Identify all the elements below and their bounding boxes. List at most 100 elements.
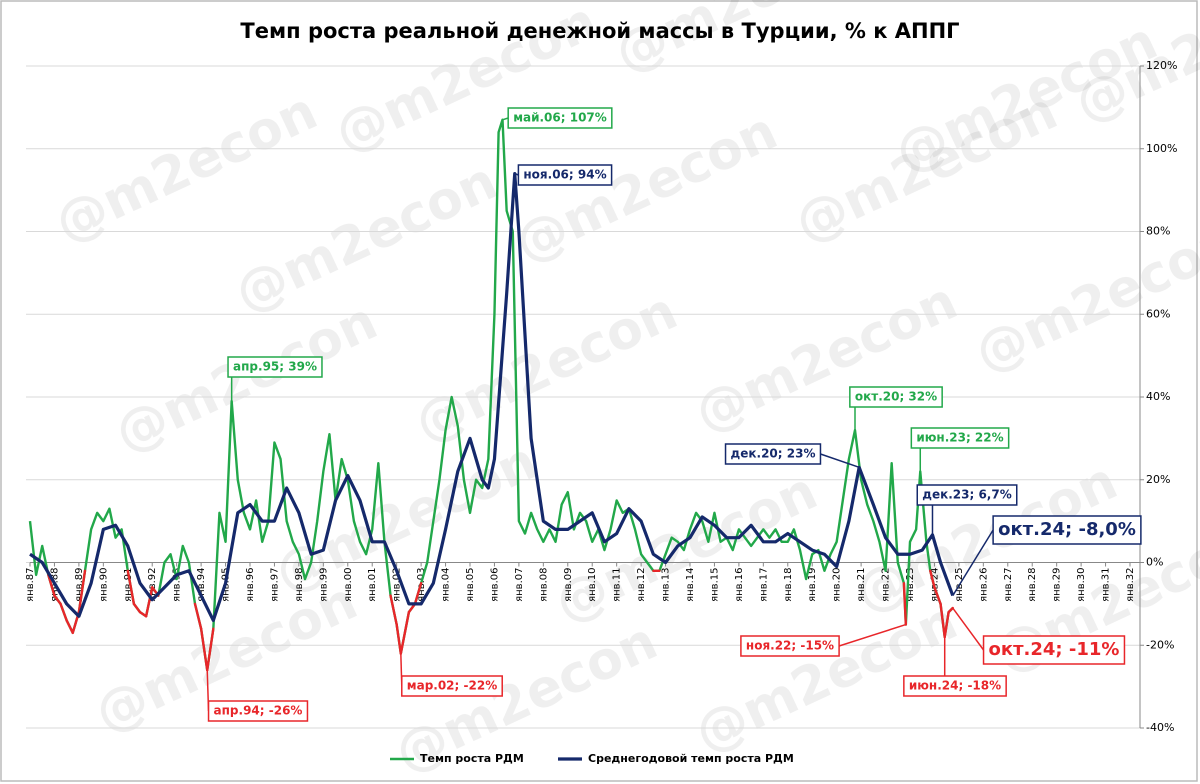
x-tick-label: янв.99 [318,568,329,602]
annotation-leader [502,117,509,121]
y-tick-label: 20% [1146,473,1170,486]
x-tick-label: янв.89 [74,568,85,602]
negative-segment [943,610,950,639]
legend-label: Среднегодовой темп роста РДМ [588,752,794,765]
x-tick-label: янв.02 [392,568,403,602]
negative-segment [395,623,403,655]
annotation-label: дек.23; 6,7% [922,488,1012,502]
negative-segment [59,602,68,622]
negative-segment [65,619,74,635]
legend-label: Темп роста РДМ [420,752,524,765]
line-series [28,118,954,672]
y-tick-label: 40% [1146,390,1170,403]
x-tick-label: янв.26 [978,568,989,602]
x-tick-label: янв.08 [538,568,549,602]
annotation-label: дек.20; 23% [731,447,816,461]
annotation: апр.95; 39% [227,356,323,402]
chart-title: Темп роста реальной денежной массы в Тур… [240,19,959,43]
annotation-label: апр.95; 39% [233,360,317,374]
y-tick-label: -20% [1146,638,1174,651]
x-tick-label: янв.21 [856,568,867,602]
x-tick-label: янв.28 [1027,568,1038,602]
x-tick-label: янв.29 [1052,568,1063,602]
annotation-label: ноя.06; 94% [523,168,606,182]
annotation: ноя.06; 94% [514,164,613,186]
x-tick-label: янв.15 [709,568,720,602]
x-tick-label: янв.27 [1003,568,1014,602]
x-tick-label: янв.11 [612,568,623,602]
negative-segment [933,586,942,606]
annotation: окт.24; -8,0% [952,515,1142,596]
negative-segment [77,569,87,614]
annotation-label: май.06; 107% [513,111,607,125]
x-tick-label: янв.14 [685,568,696,602]
x-tick-label: янв.31 [1101,568,1112,602]
x-tick-label: янв.07 [514,568,525,602]
x-tick-label: янв.06 [489,568,500,602]
annotation-box [401,675,503,697]
annotation-box [740,635,840,657]
x-tick-label: янв.93 [172,568,183,602]
negative-segment [929,569,936,589]
y-tick-label: 80% [1146,225,1170,238]
y-tick-label: 0% [1146,556,1163,569]
annotation-label: окт.24; -8,0% [998,519,1136,540]
x-tick-label: янв.05 [465,568,476,602]
annotation-box [724,443,822,465]
annotation-box [227,356,323,378]
x-tick-label: янв.00 [343,568,354,602]
negative-segment [144,586,154,618]
x-tick-label: янв.97 [269,568,280,602]
annotation: окт.24; -11% [952,607,1126,665]
x-tick-label: янв.12 [636,568,647,602]
annotation-leader [952,607,985,651]
negative-segment [413,581,423,606]
x-tick-label: янв.90 [98,568,109,602]
y-tick-label: 60% [1146,307,1170,320]
negative-segment [389,594,398,626]
x-tick-label: янв.10 [587,568,598,602]
annotation-leader [820,453,860,469]
annotation-box [507,107,613,129]
annotation-box [992,515,1142,545]
annotation: мар.02; -22% [400,653,503,697]
annotation-box [517,164,613,186]
annotation-box [910,427,1010,449]
x-tick-label: янв.30 [1076,568,1087,602]
annotation: ноя.22; -15% [740,623,907,657]
annotation-label: мар.02; -22% [407,679,497,693]
x-tick-label: янв.92 [147,568,158,602]
annotation-box [916,484,1018,506]
negative-segment [47,573,56,597]
x-tick-label: янв.23 [905,568,916,602]
x-tick-label: янв.98 [294,568,305,602]
x-tick-label: янв.18 [783,568,794,602]
x-tick-label: янв.09 [563,568,574,602]
negative-segment [206,627,215,672]
annotation: июн.24; -18% [903,636,1007,697]
annotation-label: апр.94; -26% [214,704,303,718]
x-tick-label: янв.17 [758,568,769,602]
x-tick-label: янв.96 [245,568,256,602]
annotation-box [982,635,1126,665]
annotation-leader [838,623,907,647]
annotation: май.06; 107% [502,107,613,129]
negative-segment [399,610,411,655]
annotation: апр.94; -26% [206,670,309,722]
annotation: дек.23; 6,7% [916,484,1018,535]
y-tick-label: 120% [1146,59,1177,72]
negative-segment [947,606,954,614]
annotation-label: июн.24; -18% [909,679,1001,693]
annotation: июн.23; 22% [910,427,1010,472]
x-tick-label: янв.13 [661,568,672,602]
annotation: дек.20; 23% [724,443,860,469]
x-tick-label: янв.04 [441,568,452,602]
annotation-label: окт.24; -11% [989,639,1120,660]
x-tick-label: янв.91 [123,568,134,602]
x-tick-label: янв.01 [367,568,378,602]
negative-segment [132,602,142,614]
negative-segment [199,627,209,672]
annotation-box [207,700,309,722]
annotation-box [903,675,1007,697]
